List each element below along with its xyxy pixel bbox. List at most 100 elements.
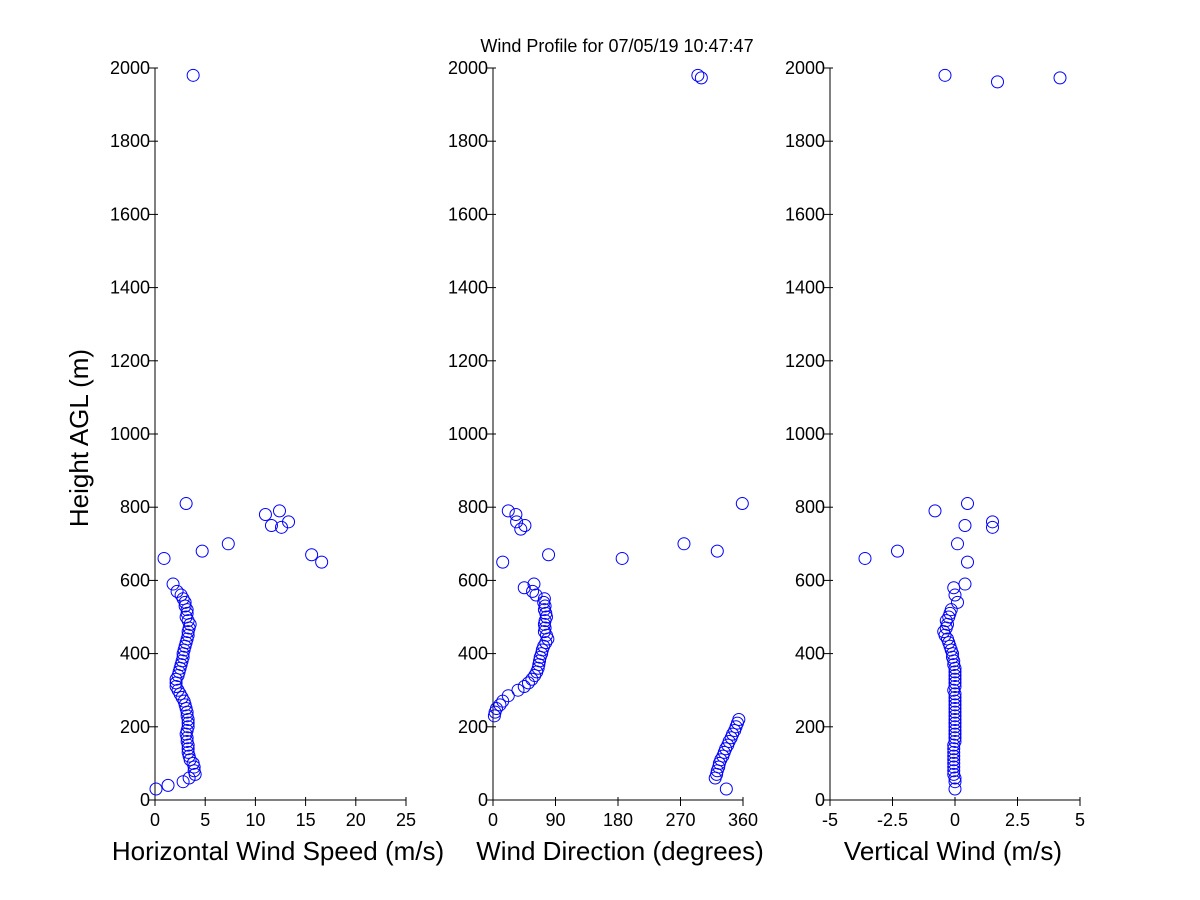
data-point bbox=[986, 515, 999, 529]
x-tick-label: 10 bbox=[245, 810, 265, 830]
data-point bbox=[891, 544, 904, 558]
y-axis-label: Height AGL (m) bbox=[64, 349, 94, 527]
data-point bbox=[735, 497, 749, 511]
y-tick-label: 0 bbox=[140, 790, 150, 810]
data-point bbox=[181, 720, 195, 734]
y-tick-label: 200 bbox=[795, 717, 825, 737]
data-point bbox=[526, 584, 540, 598]
data-point bbox=[948, 705, 962, 719]
x-tick-label: -5 bbox=[822, 810, 838, 830]
y-tick-label: 1600 bbox=[785, 204, 825, 224]
data-point bbox=[677, 537, 691, 551]
data-point bbox=[272, 504, 286, 518]
data-point bbox=[496, 555, 510, 569]
data-point bbox=[305, 548, 319, 562]
data-point bbox=[948, 672, 962, 686]
x-axis-label: Wind Direction (degrees) bbox=[476, 836, 764, 866]
y-tick-label: 400 bbox=[120, 644, 150, 664]
panel-1: 0 200 400 600 800 1000 1200 1400 1600 1800 2000 0 5 1… bbox=[110, 58, 444, 866]
y-tick-label: 1600 bbox=[110, 204, 150, 224]
data-point bbox=[947, 767, 961, 781]
data-point bbox=[948, 698, 962, 712]
y-tick-label: 2000 bbox=[448, 58, 488, 78]
data-point bbox=[525, 672, 539, 686]
data-point bbox=[181, 614, 195, 628]
data-point bbox=[537, 592, 551, 606]
data-point bbox=[186, 756, 200, 770]
y-tick-label: 200 bbox=[120, 717, 150, 737]
y-tick-label: 1200 bbox=[110, 351, 150, 371]
data-point bbox=[489, 702, 503, 715]
data-point bbox=[948, 665, 962, 679]
data-point bbox=[944, 643, 958, 657]
y-tick-label: 1800 bbox=[785, 131, 825, 151]
data-point bbox=[161, 778, 175, 792]
data-point bbox=[258, 508, 272, 522]
y-tick-label: 400 bbox=[458, 644, 488, 664]
x-tick-label: 0 bbox=[488, 810, 498, 830]
data-point bbox=[157, 551, 171, 565]
data-point bbox=[181, 628, 195, 642]
data-point bbox=[943, 606, 957, 620]
data-point bbox=[947, 764, 961, 778]
data-point bbox=[517, 581, 531, 595]
data-point bbox=[939, 614, 953, 628]
data-point bbox=[710, 544, 724, 558]
data-point bbox=[264, 519, 278, 532]
panel-2: 0 200 400 600 800 1000 1200 1400 1600 1800 2000 0 90… bbox=[448, 58, 764, 866]
y-tick-label: 2000 bbox=[785, 58, 825, 78]
data-point bbox=[947, 581, 961, 595]
data-point bbox=[694, 71, 708, 85]
data-point bbox=[511, 683, 525, 697]
x-tick-label: 5 bbox=[200, 810, 210, 830]
data-point bbox=[501, 689, 515, 703]
data-point bbox=[722, 734, 736, 748]
data-point bbox=[939, 621, 953, 635]
x-tick-label: -2.5 bbox=[877, 810, 908, 830]
y-tick-label: 0 bbox=[478, 790, 488, 810]
data-point bbox=[948, 694, 962, 708]
data-point bbox=[149, 782, 163, 796]
data-point bbox=[181, 745, 195, 759]
data-point bbox=[171, 683, 185, 697]
data-point bbox=[178, 595, 192, 609]
data-point bbox=[180, 606, 194, 620]
data-point bbox=[518, 519, 532, 532]
data-point bbox=[958, 577, 972, 591]
data-point bbox=[514, 522, 528, 536]
y-tick-label: 800 bbox=[458, 497, 488, 517]
x-tick-label: 270 bbox=[665, 810, 695, 830]
data-point bbox=[943, 639, 957, 653]
data-point bbox=[176, 650, 190, 664]
x-axis-label: Vertical Wind (m/s) bbox=[844, 836, 1062, 866]
data-point bbox=[948, 782, 962, 796]
y-tick-label: 800 bbox=[120, 497, 150, 517]
data-point bbox=[991, 75, 1004, 89]
data-point bbox=[170, 584, 184, 598]
data-point bbox=[180, 709, 194, 723]
x-tick-label: 20 bbox=[346, 810, 366, 830]
data-point bbox=[180, 734, 194, 748]
x-tick-label: 90 bbox=[545, 810, 565, 830]
data-point bbox=[947, 742, 961, 756]
y-tick-label: 200 bbox=[458, 717, 488, 737]
data-point bbox=[181, 716, 195, 730]
data-point bbox=[986, 520, 999, 534]
data-point bbox=[948, 669, 962, 683]
y-tick-label: 1400 bbox=[785, 278, 825, 298]
y-tick-label: 600 bbox=[458, 570, 488, 590]
data-point bbox=[732, 712, 746, 726]
y-tick-label: 1800 bbox=[448, 131, 488, 151]
data-point bbox=[615, 551, 629, 565]
x-tick-label: 0 bbox=[950, 810, 960, 830]
data-point bbox=[539, 628, 553, 642]
data-point bbox=[948, 720, 962, 734]
data-point bbox=[169, 680, 183, 694]
x-tick-label: 25 bbox=[396, 810, 416, 830]
data-point bbox=[948, 734, 962, 748]
panel-3: 0 200 400 600 800 1000 1200 1400 1600 1800 2000 -5 -… bbox=[785, 58, 1085, 866]
data-point bbox=[937, 625, 951, 639]
x-tick-label: 5 bbox=[1075, 810, 1085, 830]
data-point bbox=[517, 680, 531, 694]
